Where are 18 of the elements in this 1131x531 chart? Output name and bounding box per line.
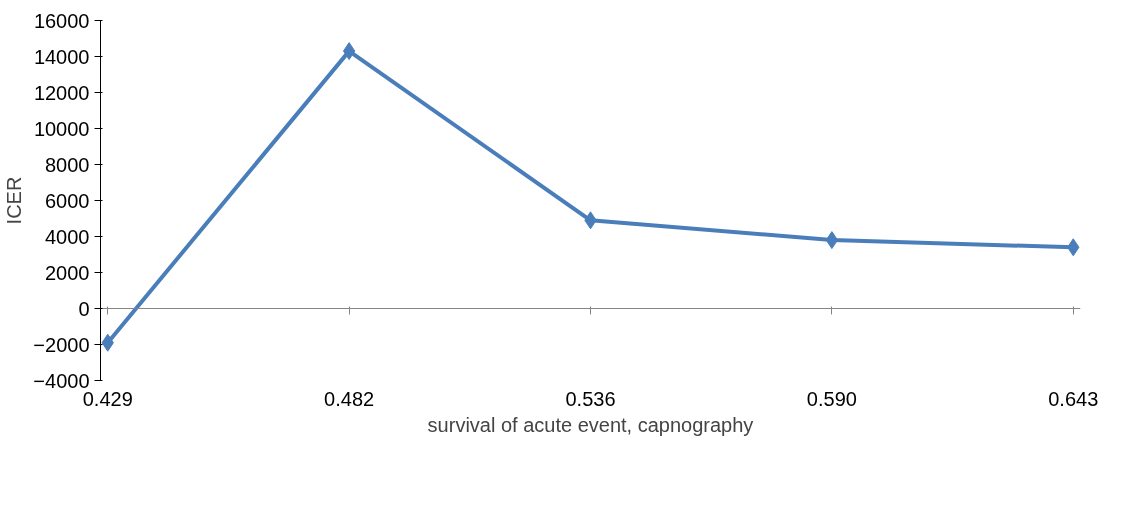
y-tick-label: 14000 bbox=[33, 45, 90, 68]
x-tick-label: 0.536 bbox=[565, 387, 616, 410]
y-tick-label: 12000 bbox=[33, 81, 90, 104]
x-tick-label: 0.643 bbox=[1048, 387, 1099, 410]
y-tick-label: 2000 bbox=[45, 261, 90, 284]
y-tick-label: 16000 bbox=[33, 9, 90, 32]
y-tick-label: 0 bbox=[78, 297, 90, 320]
point bbox=[342, 42, 356, 61]
y-tick-label: 4000 bbox=[45, 225, 90, 248]
y-axis-title: ICER bbox=[3, 176, 26, 225]
x-tick-label: 0.590 bbox=[806, 387, 857, 410]
point bbox=[825, 231, 839, 250]
x-tick-label: 0.482 bbox=[324, 387, 375, 410]
x-axis-title: survival of acute event, capnography bbox=[427, 413, 754, 436]
y-tick-label: 8000 bbox=[45, 153, 90, 176]
y-tick-label: 6000 bbox=[45, 189, 90, 212]
y-tick-label: 10000 bbox=[33, 117, 90, 140]
y-tick-label: −2000 bbox=[33, 333, 90, 356]
